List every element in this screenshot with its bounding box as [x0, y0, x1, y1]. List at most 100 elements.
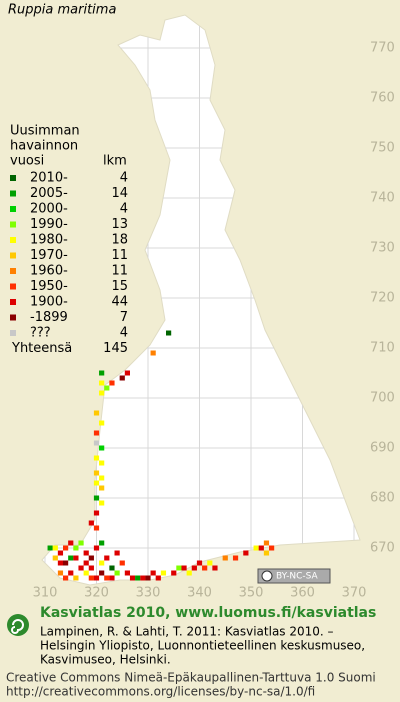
occurrence-square	[99, 460, 105, 466]
legend-swatch	[10, 237, 16, 243]
occurrence-square	[88, 575, 94, 581]
occurrence-square	[52, 555, 58, 561]
occurrence-square	[99, 370, 105, 376]
logo	[7, 614, 29, 636]
y-tick-label: 730	[370, 241, 395, 256]
y-tick-label: 750	[370, 141, 395, 156]
legend-swatch	[10, 175, 16, 181]
legend-label: 1950-	[30, 279, 68, 294]
y-tick-label: 690	[370, 441, 395, 456]
occurrence-square	[88, 520, 94, 526]
occurrence-square	[88, 555, 94, 561]
occurrence-square	[186, 570, 192, 576]
legend-label: 1990-	[30, 217, 68, 232]
occurrence-square	[181, 565, 187, 571]
legend-swatch	[10, 252, 16, 259]
legend-count: 4	[120, 202, 128, 217]
occurrence-square	[99, 485, 105, 491]
license-line: http://creativecommons.org/licenses/by-n…	[6, 685, 315, 699]
occurrence-square	[269, 545, 275, 551]
occurrence-square	[83, 550, 89, 556]
footer-headline: Kasviatlas 2010, www.luomus.fi/kasviatla…	[40, 605, 376, 621]
legend-count: 18	[111, 233, 128, 248]
occurrence-square	[135, 575, 141, 581]
legend-count: 11	[111, 264, 128, 279]
occurrence-square	[93, 575, 100, 581]
occurrence-square	[57, 570, 64, 576]
occurrence-square	[73, 555, 79, 561]
occurrence-square	[155, 575, 161, 581]
legend-label: 1980-	[30, 233, 68, 248]
citation-line: Helsingin Yliopisto, Luonnontieteellinen…	[40, 639, 365, 653]
occurrence-square	[171, 570, 177, 576]
license-line: Creative Commons Nimeä-Epäkaupallinen-Ta…	[6, 671, 376, 685]
legend-swatch	[10, 314, 16, 321]
occurrence-square	[150, 350, 156, 356]
occurrence-square	[78, 565, 84, 571]
occurrence-square	[93, 495, 100, 501]
citation-line: Lampinen, R. & Lahti, T. 2011: Kasviatla…	[40, 625, 334, 639]
occurrence-square	[160, 570, 167, 576]
occurrence-square	[68, 570, 74, 576]
occurrence-square	[99, 420, 105, 426]
occurrence-square	[129, 575, 136, 581]
x-tick-label: 320	[84, 586, 109, 601]
legend-count: 4	[120, 171, 128, 186]
occurrence-square	[104, 555, 110, 561]
occurrence-square	[119, 560, 125, 566]
legend-swatch	[10, 221, 16, 228]
legend-label: 2000-	[30, 202, 68, 217]
legend-count-heading: lkm	[103, 154, 127, 169]
y-tick-label: 770	[370, 41, 395, 56]
occurrence-square	[114, 570, 120, 576]
legend-total-label: Yhteensä	[11, 341, 72, 356]
legend-total: 145	[103, 341, 128, 356]
legend-label: 1960-	[30, 264, 68, 279]
legend-count: 13	[111, 217, 128, 232]
occurrence-square	[93, 455, 100, 461]
citation-line: Kasvimuseo, Helsinki.	[40, 653, 171, 667]
occurrence-square	[93, 545, 100, 551]
occurrence-square	[78, 540, 84, 546]
y-tick-label: 720	[370, 291, 395, 306]
legend-count: 11	[111, 248, 128, 263]
legend-swatch	[10, 299, 16, 305]
occurrence-square	[93, 430, 100, 436]
y-tick-label: 710	[370, 341, 395, 356]
legend-count: 4	[120, 326, 128, 341]
legend-swatch	[10, 206, 16, 212]
occurrence-square	[52, 545, 58, 551]
occurrence-square	[232, 555, 239, 561]
occurrence-square	[196, 560, 203, 566]
occurrence-square	[68, 540, 74, 546]
occurrence-square	[253, 545, 259, 551]
occurrence-square	[258, 545, 264, 551]
occurrence-square	[93, 470, 100, 476]
occurrence-square	[222, 555, 228, 561]
legend-swatch	[10, 330, 16, 336]
occurrence-square	[93, 510, 100, 516]
legend-label: 2005-	[30, 186, 68, 201]
legend-count: 44	[111, 295, 128, 310]
legend-label: -1899	[30, 310, 68, 325]
occurrence-square	[140, 575, 146, 581]
y-tick-label: 740	[370, 191, 395, 206]
occurrence-square	[73, 545, 79, 551]
occurrence-square	[63, 545, 69, 551]
occurrence-square	[93, 410, 100, 416]
x-tick-label: 350	[239, 586, 264, 601]
legend-swatch	[10, 268, 16, 274]
occurrence-square	[263, 550, 270, 556]
legend-count: 7	[120, 310, 128, 325]
occurrence-square	[99, 500, 105, 506]
occurrence-square	[83, 570, 89, 576]
occurrence-square	[47, 545, 53, 551]
occurrence-square	[73, 575, 79, 581]
occurrence-square	[99, 560, 105, 566]
occurrence-square	[109, 575, 115, 581]
occurrence-square	[104, 575, 110, 581]
x-tick-label: 360	[290, 586, 315, 601]
legend-swatch	[10, 283, 16, 290]
occurrence-square	[145, 575, 151, 581]
